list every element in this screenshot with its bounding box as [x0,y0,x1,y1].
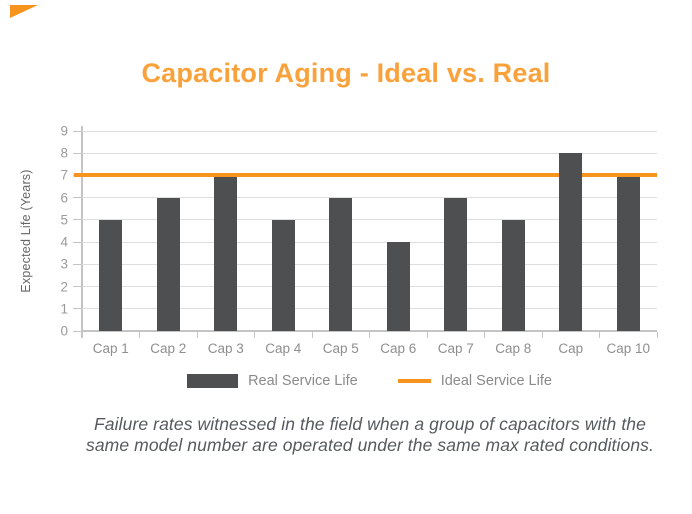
y-axis-title: Expected Life (Years) [19,169,33,293]
y-tick-label-9: 9 [60,123,68,139]
bar-cap-5 [329,197,353,331]
x-tick-3 [254,332,255,338]
ideal-service-life-swatch [397,379,431,383]
x-tick-label-1: Cap 1 [92,341,129,356]
x-tick-label-9: Cap [558,341,584,356]
y-tick-9 [73,130,82,132]
y-tick-label-8: 8 [60,145,68,161]
legend-label-real: Real Service Life [248,373,358,389]
y-tick-label-4: 4 [60,234,68,250]
x-tick-6 [426,332,428,338]
y-tick-label-0: 0 [60,323,68,339]
y-axis-line [81,126,83,338]
bar-cap-1 [99,219,123,331]
y-tick-label-7: 7 [60,167,68,183]
bar-cap-8 [501,219,525,331]
x-tick-0 [81,332,83,338]
y-tick-label-3: 3 [60,256,68,272]
gridline-9 [82,130,657,132]
gridline-5 [82,219,657,221]
y-tick-0 [73,330,82,332]
x-tick-5 [369,332,370,338]
x-tick-9 [599,332,600,338]
y-tick-8 [73,152,82,154]
x-tick-label-4: Cap 4 [265,341,302,356]
y-tick-4 [73,241,82,243]
y-tick-3 [73,263,82,265]
legend-item-ideal: Ideal Service Life [397,373,552,389]
caption-line-2: same model number are operated under the… [86,434,654,455]
bar-cap-3 [214,175,238,331]
x-tick-label-8: Cap 8 [495,341,532,356]
corner-accent [10,5,38,18]
x-tick-label-6: Cap 6 [380,341,417,356]
gridline-1 [82,308,657,310]
x-axis-line [82,330,657,332]
bar-cap-10 [616,175,640,331]
x-tick-4 [311,332,313,338]
real-service-life-swatch [187,374,239,388]
gridline-2 [82,286,657,288]
x-tick-10 [656,332,658,338]
ideal-service-life-line [74,173,657,178]
x-tick-1 [139,332,140,338]
x-tick-label-10: Cap 10 [606,341,651,356]
bar-cap-2 [156,197,180,331]
caption: Failure rates witnessed in the field whe… [50,414,690,455]
bar-cap-6 [386,242,410,331]
gridline-4 [82,241,657,243]
y-tick-5 [73,219,82,221]
gridline-3 [82,263,657,265]
y-tick-1 [73,308,82,310]
x-tick-label-3: Cap 3 [207,341,244,356]
bar-cap [559,153,583,331]
plot-area: Expected Life (Years) 0 1 2 3 4 5 6 7 8 9 Cap 1 Cap… [19,124,658,356]
bar-cap-7 [444,197,468,331]
y-tick-6 [73,197,82,199]
caption-line-1: Failure rates witnessed in the field whe… [94,414,646,434]
x-tick-label-5: Cap 5 [322,341,359,356]
gridline-6 [82,197,657,199]
bar-cap-4 [271,219,295,331]
x-tick-7 [484,332,485,338]
legend-label-ideal: Ideal Service Life [440,373,552,389]
x-tick-2 [196,332,198,338]
y-tick-label-2: 2 [60,279,68,295]
y-tick-label-5: 5 [60,212,68,228]
x-tick-label-7: Cap 7 [437,341,474,356]
legend-item-real: Real Service Life [187,373,358,389]
y-tick-2 [73,286,82,288]
y-tick-label-6: 6 [60,190,68,206]
x-tick-label-2: Cap 2 [150,341,187,356]
legend: Real Service Life Ideal Service Life [82,370,657,392]
y-tick-label-1: 1 [60,301,68,317]
chart-title: Capacitor Aging - Ideal vs. Real [141,58,551,88]
gridline-8 [82,152,657,154]
x-tick-8 [541,332,543,338]
